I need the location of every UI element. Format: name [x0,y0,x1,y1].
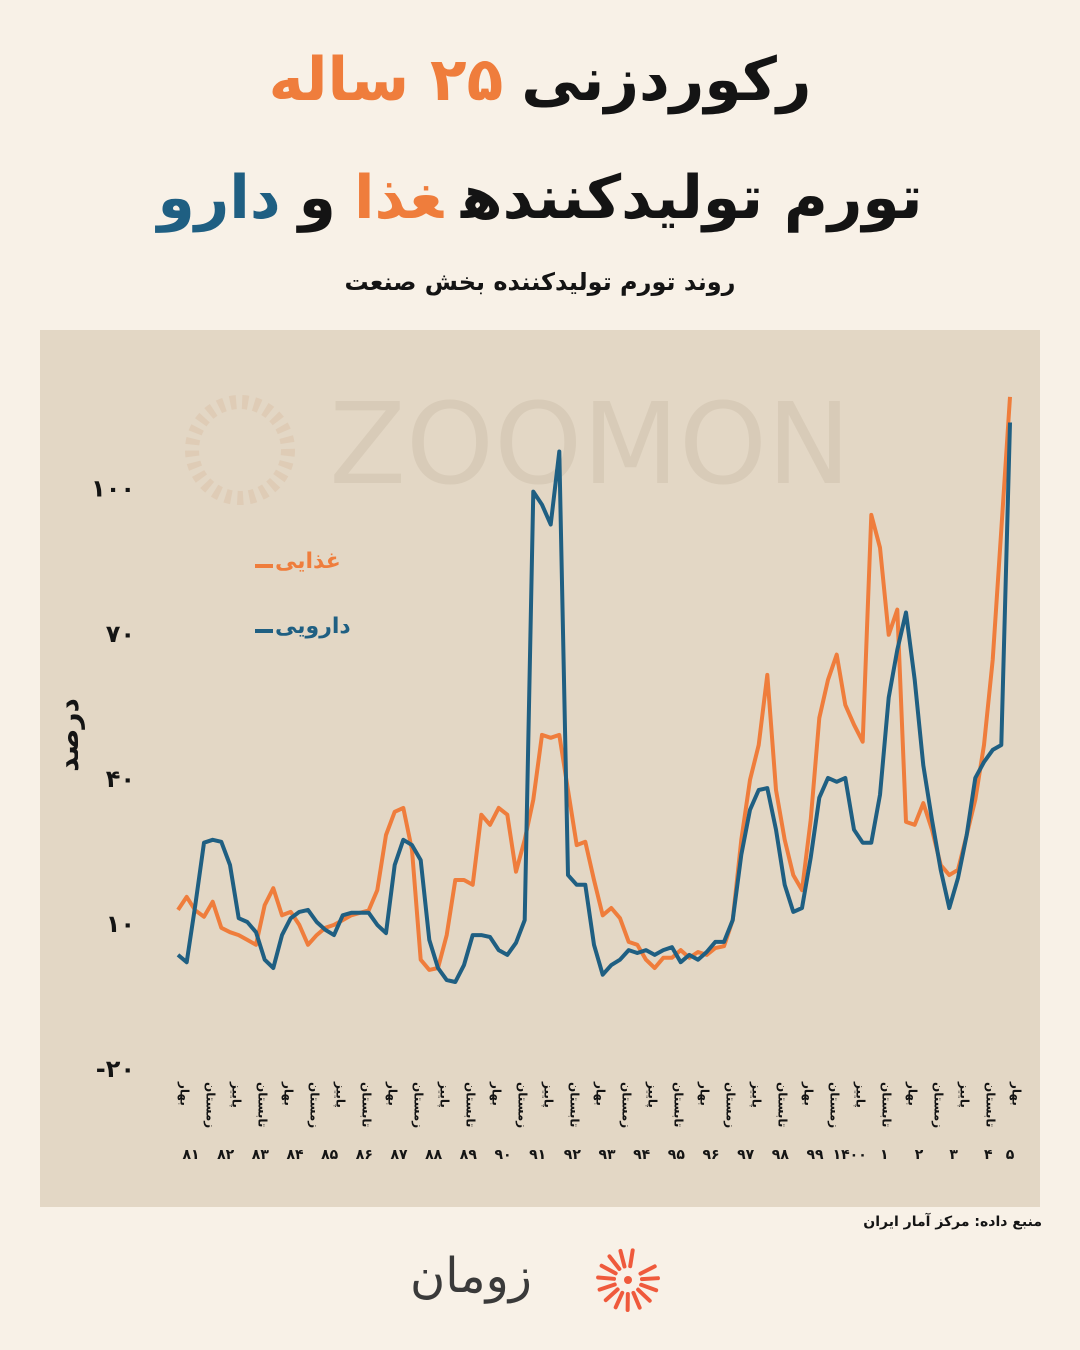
year-label: ۸۴ [286,1147,304,1163]
x-tick-label: زمستان [620,1082,634,1128]
year-label: ۸۲ [217,1147,235,1163]
x-tick-label: تابستان [672,1082,686,1127]
x-tick-label: پاییز [646,1081,660,1108]
year-label: ۹۹ [806,1147,824,1163]
year-label: ۹۳ [598,1147,616,1163]
brand-ray [636,1287,652,1303]
year-label: ۹۲ [564,1147,582,1163]
year-label: ۹۴ [633,1147,651,1163]
title-part: غذا [353,163,444,233]
x-tick-label: بهار [282,1081,296,1106]
year-label: ۸۱ [182,1147,199,1163]
year-label: ۹۶ [702,1147,719,1163]
source-note: منبع داده: مرکز آمار ایران [863,1214,1042,1230]
x-tick-label: بهار [1010,1081,1024,1106]
x-tick-label: بهار [906,1081,920,1106]
title-part: ۲۵ ساله [268,45,504,115]
year-label: ۹۰ [494,1147,511,1163]
year-label: ۴ [984,1147,993,1163]
title-part: دارو [157,163,281,233]
year-label: ۹۸ [772,1147,790,1163]
brand-ray [597,1282,617,1292]
year-label: ۸۳ [252,1147,270,1163]
series-line [176,396,1012,972]
title-line: رکوردزنی۲۵ ساله [0,40,1080,120]
year-label: ۸۶ [356,1147,373,1163]
legend-label: غذایی [275,549,341,574]
y-tick-label: ۱۰۰ [91,475,135,503]
x-tick-label: تابستان [568,1082,582,1127]
year-label: ۸۸ [425,1147,443,1163]
x-tick-label: بهار [490,1081,504,1106]
x-tick-label: زمستان [724,1082,738,1128]
brand: زومان [410,1248,532,1304]
x-tick-label: بهار [594,1081,608,1106]
x-tick-label: تابستان [360,1082,374,1127]
title-part: رکوردزنی [521,45,812,115]
year-label: ۸۷ [390,1147,408,1163]
year-label: ۳ [949,1147,958,1163]
x-tick-label: پاییز [750,1081,764,1108]
x-tick-label: پاییز [230,1081,244,1108]
watermark: ZOOMON [329,380,851,510]
x-tick-label: زمستان [204,1082,218,1128]
x-tick-label: زمستان [412,1082,426,1128]
y-tick-label: ۴۰ [106,765,135,793]
brand-ray [638,1264,657,1276]
brand-dot [624,1276,632,1284]
x-tick-label: پاییز [542,1081,556,1108]
year-label: ۹۵ [668,1147,686,1163]
x-tick-label: بهار [386,1081,400,1106]
x-tick-label: پاییز [958,1081,972,1108]
title-line: تورم تولیدکنندهغذاودارو [0,158,1080,238]
brand-ray [628,1248,635,1269]
x-tick-label: پاییز [438,1081,452,1108]
x-tick-label: تابستان [776,1082,790,1127]
x-tick-label: پاییز [334,1081,348,1108]
brand-ray [639,1282,659,1293]
watermark-logo [185,395,295,505]
year-label: ۲ [915,1147,924,1163]
x-tick-label: تابستان [880,1082,894,1127]
year-label: ۸۵ [321,1147,339,1163]
brand-ray [613,1290,625,1310]
y-tick-label: ۷۰ [106,620,135,648]
subtitle: روند تورم تولیدکننده بخش صنعت [344,268,736,296]
x-tick-label: پاییز [854,1081,868,1108]
x-tick-label: زمستان [828,1082,842,1128]
year-label: ۸۹ [460,1147,478,1163]
brand-ray [618,1248,627,1269]
title-part: و [298,163,336,233]
y-tick-label: ۱۰ [106,910,135,938]
x-tick-label: زمستان [932,1082,946,1128]
brand-icon [596,1248,660,1312]
brand-ray [599,1263,618,1276]
y-axis-title: درصد [52,698,85,772]
year-label: ۵ [1006,1147,1015,1163]
year-label: ۱ [880,1147,889,1163]
x-tick-label: بهار [698,1081,712,1106]
brand-ray [603,1287,620,1303]
year-label: ۱۴۰۰ [833,1147,867,1163]
x-tick-label: زمستان [516,1082,530,1128]
series-line [176,422,1012,984]
x-tick-label: تابستان [464,1082,478,1127]
brand-ray [631,1290,642,1310]
title-part: تورم تولیدکننده [461,163,923,233]
brand-ray [639,1276,660,1282]
y-tick-label: -۲۰ [96,1055,135,1083]
brand-ray [607,1254,622,1271]
brand-ray [596,1275,617,1281]
x-tick-label: تابستان [256,1082,270,1127]
year-label: ۹۱ [529,1147,546,1163]
year-label: ۹۷ [737,1147,755,1163]
plot-background [40,330,1040,1207]
x-tick-label: بهار [802,1081,816,1106]
legend-label: دارویی [275,614,351,639]
x-tick-label: تابستان [984,1082,998,1127]
x-tick-label: بهار [178,1081,192,1106]
x-tick-label: زمستان [308,1082,322,1128]
